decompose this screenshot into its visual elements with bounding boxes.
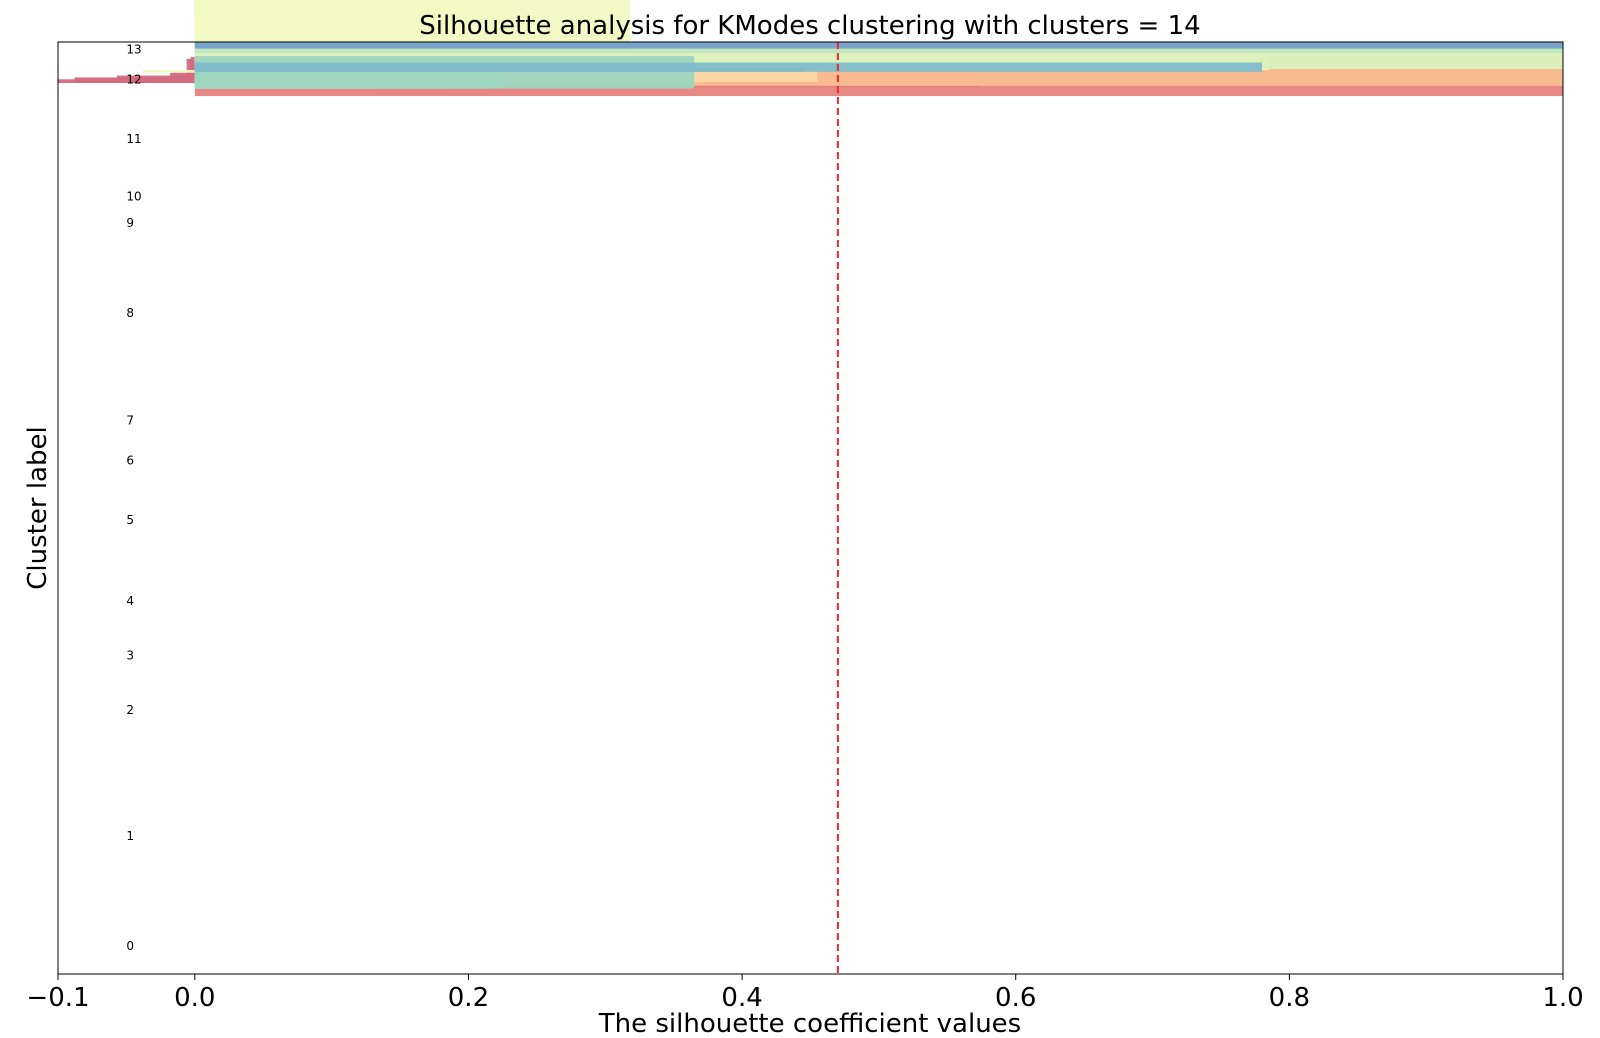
cluster-label-2: 2 — [126, 703, 134, 717]
silhouette-bar-cluster-11 — [194, 55, 695, 89]
cluster-label-3: 3 — [126, 648, 134, 662]
cluster-label-8: 8 — [126, 306, 134, 320]
cluster-label-6: 6 — [126, 453, 134, 467]
x-tick-label: 0.8 — [1269, 983, 1310, 1013]
plot-frame — [57, 41, 1564, 975]
x-tick-label: 1.0 — [1542, 983, 1583, 1013]
x-tick-label: 0.4 — [721, 983, 762, 1013]
x-tick-label: −0.1 — [26, 983, 89, 1013]
cluster-label-4: 4 — [126, 594, 134, 608]
bars-layer — [58, 0, 1564, 97]
chart-title: Silhouette analysis for KModes clusterin… — [419, 11, 1200, 41]
y-axis-label: Cluster label — [23, 426, 53, 589]
silhouette-bar-cluster-12 — [194, 62, 1263, 72]
cluster-label-11: 11 — [126, 132, 141, 146]
silhouette-bar-cluster-8 — [142, 69, 195, 73]
cluster-label-10: 10 — [126, 190, 141, 204]
cluster-label-9: 9 — [126, 216, 134, 230]
cluster-label-12: 12 — [126, 72, 141, 86]
cluster-label-0: 0 — [126, 939, 134, 953]
silhouette-bar-cluster-13 — [194, 42, 1564, 49]
silhouette-bar-cluster-1 — [170, 72, 195, 84]
cluster-label-1: 1 — [126, 829, 134, 843]
silhouette-bar-cluster-1 — [116, 75, 195, 84]
x-ticks-layer: −0.1 0.0 0.2 0.4 0.6 0.8 1.0 — [26, 974, 1584, 1013]
x-tick-label: 0.2 — [448, 983, 489, 1013]
x-tick-label: 0.6 — [995, 983, 1036, 1013]
cluster-label-5: 5 — [126, 513, 134, 527]
cluster-label-13: 13 — [126, 42, 141, 56]
cluster-label-7: 7 — [126, 413, 134, 427]
x-tick-label: 0.0 — [174, 983, 215, 1013]
x-axis-label: The silhouette coefficient values — [598, 1009, 1021, 1038]
